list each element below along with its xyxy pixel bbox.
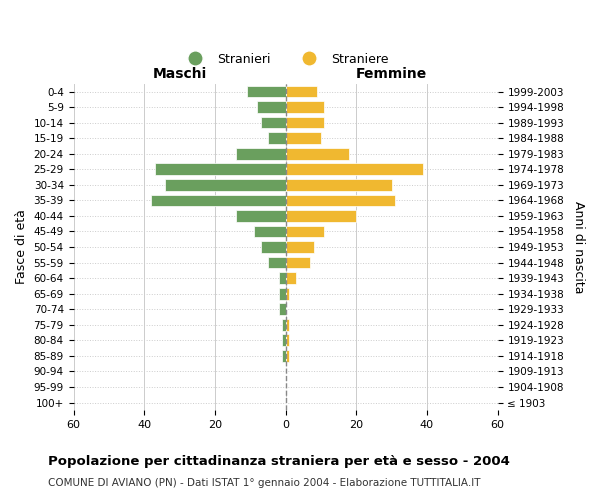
Bar (282, 319, 286, 330)
Bar (286, 226, 325, 237)
Bar (286, 179, 392, 190)
Y-axis label: Fasce di età: Fasce di età (15, 210, 28, 284)
Text: Maschi: Maschi (152, 66, 206, 80)
Bar (278, 304, 286, 315)
Bar (286, 210, 356, 222)
Bar (286, 288, 289, 300)
Text: COMUNE DI AVIANO (PN) - Dati ISTAT 1° gennaio 2004 - Elaborazione TUTTITALIA.IT: COMUNE DI AVIANO (PN) - Dati ISTAT 1° ge… (48, 478, 481, 488)
Bar (286, 257, 310, 268)
Bar (254, 226, 286, 237)
Bar (236, 148, 286, 160)
Bar (268, 257, 286, 268)
Bar (286, 102, 325, 113)
Y-axis label: Anni di nascita: Anni di nascita (572, 201, 585, 294)
Bar (155, 164, 286, 175)
Bar (282, 334, 286, 346)
Bar (278, 272, 286, 284)
Bar (261, 117, 286, 128)
Bar (247, 86, 286, 98)
Bar (286, 350, 289, 362)
Bar (282, 350, 286, 362)
Bar (286, 86, 317, 98)
Bar (278, 288, 286, 300)
Bar (166, 179, 286, 190)
Bar (236, 210, 286, 222)
Bar (286, 148, 349, 160)
Bar (286, 319, 289, 330)
Bar (151, 194, 286, 206)
Bar (286, 132, 321, 144)
Bar (268, 132, 286, 144)
Bar (286, 334, 289, 346)
Bar (261, 241, 286, 253)
Legend: Stranieri, Straniere: Stranieri, Straniere (178, 48, 394, 70)
Bar (286, 272, 296, 284)
Bar (286, 117, 325, 128)
Bar (286, 241, 314, 253)
Bar (286, 164, 424, 175)
Bar (286, 194, 395, 206)
Bar (257, 102, 286, 113)
Text: Femmine: Femmine (356, 66, 427, 80)
Text: Popolazione per cittadinanza straniera per età e sesso - 2004: Popolazione per cittadinanza straniera p… (48, 455, 510, 468)
